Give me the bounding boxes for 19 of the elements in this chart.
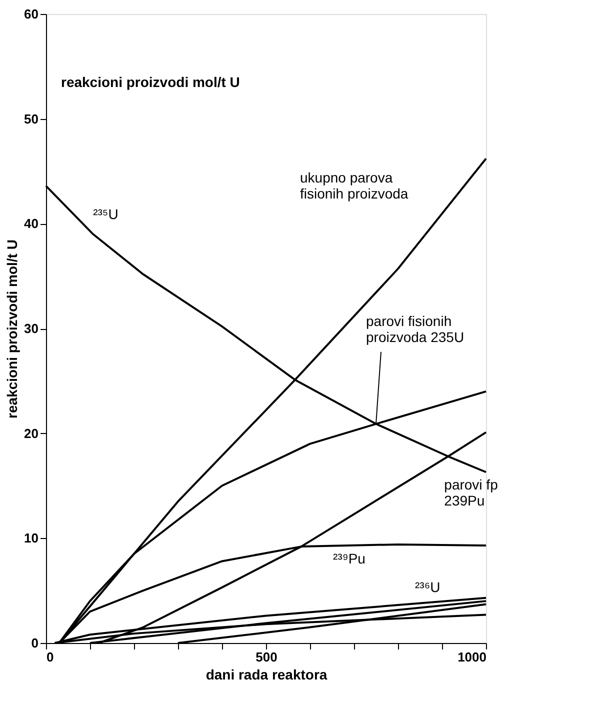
annotation: reakcioni proizvodi mol/t U <box>61 74 240 90</box>
y-axis-title: reakcioni proizvodi mol/t U <box>4 240 20 418</box>
x-axis-title: dani rada reaktora <box>206 666 328 682</box>
y-tick-label: 50 <box>24 111 38 126</box>
x-tick-label: 1000 <box>458 650 486 664</box>
text: ukupno parova fisionih proizvoda <box>300 170 408 202</box>
series-label: ²³⁹Pu <box>333 550 366 566</box>
y-tick-label: 10 <box>24 530 38 546</box>
y-tick-label: 0 <box>31 636 38 650</box>
x-tick-label: 0 <box>46 650 54 664</box>
x-tick-label: 500 <box>256 650 278 664</box>
series-label: ²³⁵U <box>93 206 118 222</box>
text: parovi fisionih proizvoda 235U <box>366 312 464 345</box>
y-tick-label: 40 <box>24 216 38 232</box>
y-tick-label: 20 <box>24 426 38 441</box>
series-label: ²³⁶U <box>415 578 440 595</box>
series-label: parovi fp 239Pu <box>444 476 498 508</box>
y-tick-label: 30 <box>24 321 38 336</box>
y-tick-label: 60 <box>24 6 38 22</box>
